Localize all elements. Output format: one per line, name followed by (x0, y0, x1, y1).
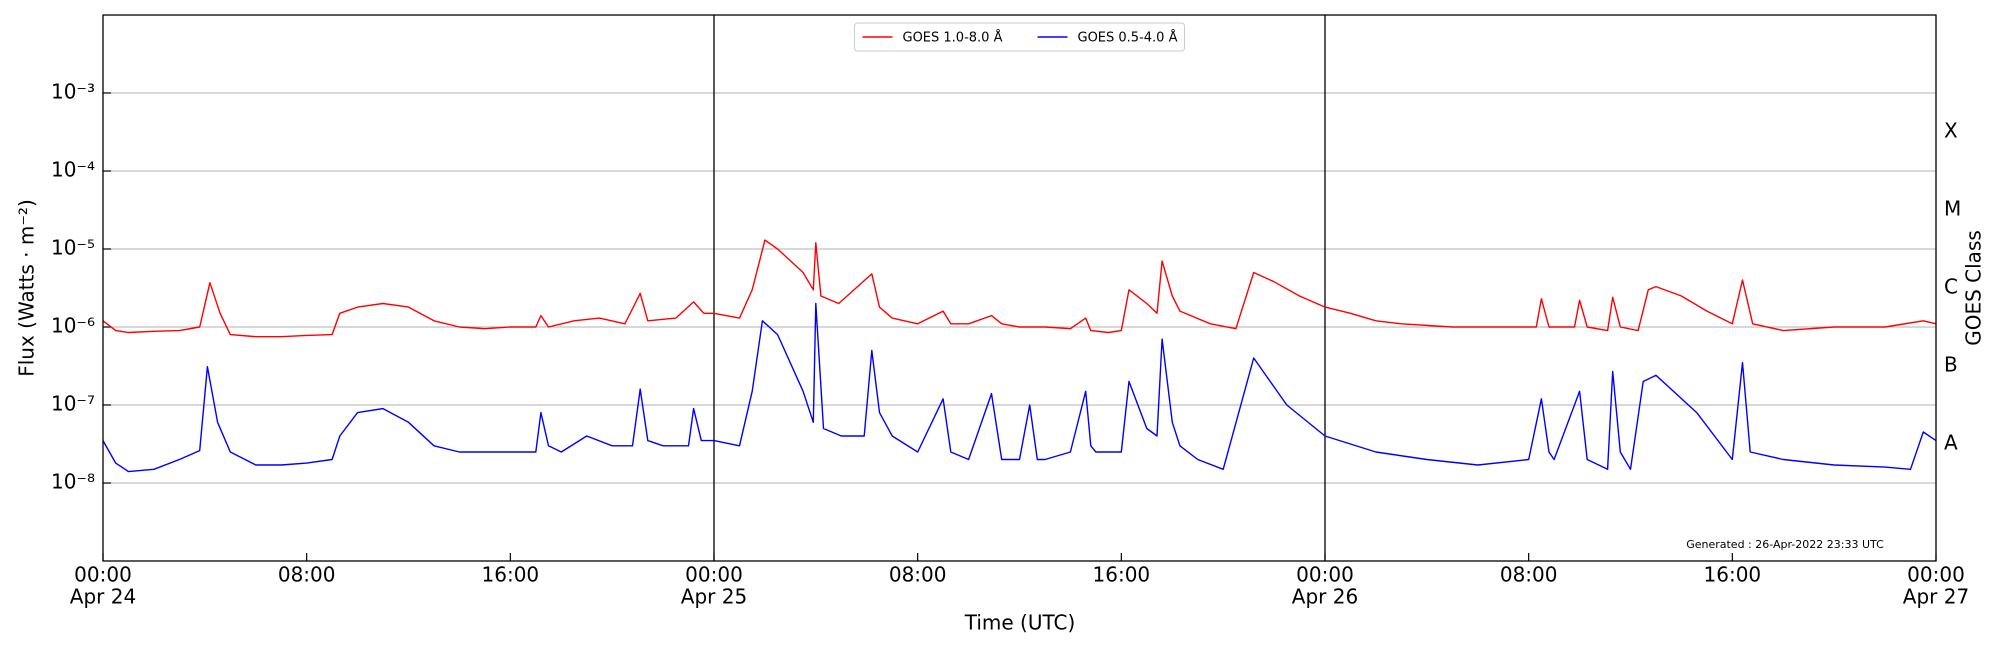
x-tick-label: 08:00 (278, 563, 336, 587)
x-tick-label: 00:00 (1296, 563, 1354, 587)
x-tick-label: 08:00 (889, 563, 947, 587)
x-tick-label: 00:00 (1907, 563, 1965, 587)
y2-tick-label: X (1944, 119, 1958, 143)
legend-label: GOES 1.0-8.0 Å (903, 30, 1003, 46)
y-tick-label: 10⁻⁷ (51, 392, 95, 416)
x-tick-label: 08:00 (1500, 563, 1558, 587)
y-tick-label: 10⁻⁴ (51, 158, 95, 182)
annotation: Generated : 26-Apr-2022 23:33 UTC (1686, 538, 1884, 551)
y2-tick-label: C (1944, 275, 1958, 299)
x-tick-label: 16:00 (1093, 563, 1151, 587)
y-tick-label: 10⁻³ (51, 80, 95, 104)
x-axis-label: Time (UTC) (964, 611, 1076, 635)
x-tick-label: Apr 24 (70, 585, 136, 609)
x-tick-label: Apr 26 (1292, 585, 1358, 609)
series-line (102, 302, 1937, 473)
x-tick-label: Apr 25 (681, 585, 747, 609)
x-tick-label: 00:00 (74, 563, 132, 587)
legend-label: GOES 0.5-4.0 Å (1078, 30, 1178, 46)
x-tick-label: 00:00 (685, 563, 743, 587)
legend-box (854, 22, 1185, 52)
y-tick-label: 10⁻⁸ (51, 470, 95, 494)
y2-tick-label: B (1944, 353, 1958, 377)
x-tick-label: 16:00 (482, 563, 540, 587)
y-tick-label: 10⁻⁶ (51, 314, 95, 338)
y-axis-label: Flux (Watts · m⁻²) (15, 199, 39, 377)
y2-tick-label: A (1944, 431, 1958, 455)
plot-frame (102, 14, 1937, 562)
x-tick-label: 16:00 (1704, 563, 1762, 587)
x-tick-label: Apr 27 (1903, 585, 1969, 609)
series-line (102, 239, 1937, 338)
y2-axis-label: GOES Class (1962, 230, 1986, 346)
y-tick-label: 10⁻⁵ (51, 236, 95, 260)
y2-tick-label: M (1944, 197, 1961, 221)
